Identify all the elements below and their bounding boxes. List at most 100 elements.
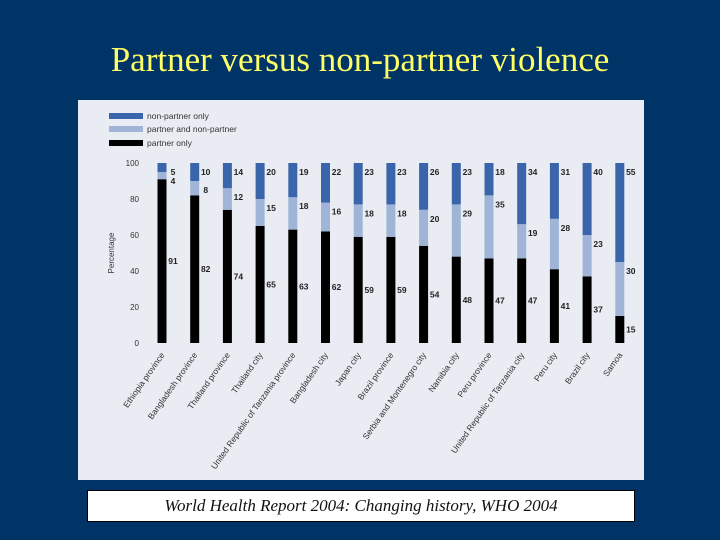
y-tick-label: 20 [130, 303, 139, 312]
bar-partner-only-thailand-city [255, 226, 265, 343]
bar-partner-and-non-partner-united-republic-of-tanzania-province [288, 197, 298, 230]
bar-partner-and-non-partner-namibia-city [451, 204, 461, 257]
value-label: 48 [463, 295, 473, 305]
y-tick-label: 0 [135, 339, 140, 348]
bar-non-partner-only-serbia-and-montenegro-city [419, 163, 429, 210]
value-label: 41 [561, 301, 571, 311]
bar-partner-and-non-partner-thailand-province [222, 188, 232, 210]
bar-non-partner-only-united-republic-of-tanzania-city [517, 163, 527, 225]
bar-partner-and-non-partner-brazil-city [582, 235, 592, 277]
bar-partner-only-thailand-province [222, 209, 232, 343]
y-tick-label: 40 [130, 267, 139, 276]
value-label: 62 [332, 282, 342, 292]
legend-label-partner-and-non-partner: partner and non-partner [147, 124, 237, 134]
category-label-peru-city: Peru city [532, 350, 560, 383]
bar-partner-and-non-partner-samoa [615, 262, 625, 316]
bar-partner-only-united-republic-of-tanzania-city [517, 258, 527, 343]
bar-partner-only-brazil-province [386, 236, 396, 343]
y-axis-label: Percentage [107, 232, 116, 273]
legend-label-non-partner-only: non-partner only [147, 111, 210, 121]
bar-partner-only-bangladesh-province [190, 195, 200, 343]
bar-partner-and-non-partner-bangladesh-city [321, 202, 330, 232]
category-label-namibia-city: Namibia city [426, 350, 461, 394]
value-label: 18 [495, 167, 505, 177]
category-label-samoa: Samoa [601, 350, 625, 378]
value-label: 28 [561, 223, 571, 233]
value-label: 12 [234, 192, 244, 202]
bar-non-partner-only-thailand-province [222, 163, 232, 189]
value-label: 31 [561, 167, 571, 177]
value-label: 16 [332, 207, 342, 217]
category-label-japan-city: Japan city [333, 350, 364, 388]
value-label: 23 [397, 167, 407, 177]
bar-non-partner-only-samoa [615, 163, 625, 262]
value-label: 23 [364, 167, 374, 177]
value-label: 14 [234, 167, 244, 177]
value-label: 37 [593, 305, 603, 315]
category-label-serbia-and-montenegro-city: Serbia and Montenegro city [360, 350, 428, 442]
value-label: 74 [234, 271, 244, 281]
category-label-united-republic-of-tanzania-city: United Republic of Tanzania city [449, 350, 527, 455]
value-label: 47 [528, 296, 538, 306]
source-caption: World Health Report 2004: Changing histo… [87, 490, 635, 522]
value-label: 10 [201, 167, 211, 177]
bar-non-partner-only-peru-province [484, 163, 494, 196]
bar-partner-only-serbia-and-montenegro-city [419, 245, 429, 343]
bar-partner-only-namibia-city [451, 256, 461, 343]
value-label: 15 [266, 203, 276, 213]
legend-swatch-non-partner-only [109, 113, 143, 119]
bar-non-partner-only-japan-city [353, 163, 363, 205]
value-label: 23 [593, 239, 603, 249]
value-label: 91 [168, 256, 178, 266]
slide-title: Partner versus non-partner violence [110, 40, 610, 79]
bar-non-partner-only-bangladesh-province [190, 163, 200, 181]
category-label-brazil-city: Brazil city [563, 350, 592, 386]
bar-partner-and-non-partner-peru-city [549, 218, 559, 270]
bar-partner-only-bangladesh-city [321, 231, 330, 343]
value-label: 47 [495, 296, 505, 306]
bar-partner-only-peru-province [484, 258, 494, 343]
bar-non-partner-only-ethiopia-province [157, 163, 167, 172]
chart-panel: non-partner only partner and non-partner p… [78, 100, 644, 480]
legend-label-partner-only: partner only [147, 138, 193, 148]
value-label: 18 [397, 208, 407, 218]
value-label: 30 [626, 266, 636, 276]
value-label: 63 [299, 281, 309, 291]
value-label: 54 [430, 289, 440, 299]
value-label: 34 [528, 167, 538, 177]
bar-non-partner-only-brazil-city [582, 163, 592, 235]
value-label: 35 [495, 199, 505, 209]
bar-non-partner-only-peru-city [549, 163, 559, 219]
bar-partner-and-non-partner-japan-city [353, 204, 363, 237]
bar-partner-and-non-partner-thailand-city [255, 199, 265, 226]
legend-swatch-partner-and-non-partner [109, 126, 143, 132]
bar-partner-and-non-partner-united-republic-of-tanzania-city [517, 224, 527, 259]
value-label: 18 [364, 208, 374, 218]
bar-non-partner-only-namibia-city [451, 163, 461, 205]
y-tick-label: 80 [130, 195, 139, 204]
bar-partner-and-non-partner-peru-province [484, 195, 494, 259]
bar-partner-only-ethiopia-province [157, 179, 167, 343]
value-label: 19 [299, 167, 309, 177]
stacked-bar-chart: non-partner only partner and non-partner p… [107, 111, 636, 471]
bar-partner-only-united-republic-of-tanzania-province [288, 229, 298, 343]
value-label: 8 [203, 185, 208, 195]
bar-partner-only-brazil-city [582, 276, 592, 343]
value-label: 55 [626, 167, 636, 177]
bar-non-partner-only-brazil-province [386, 163, 396, 205]
value-label: 26 [430, 167, 440, 177]
bar-partner-and-non-partner-brazil-province [386, 204, 396, 237]
bar-partner-only-peru-city [549, 269, 559, 343]
value-label: 18 [299, 201, 309, 211]
value-label: 5 [171, 167, 176, 177]
y-tick-label: 100 [126, 159, 140, 168]
value-label: 20 [430, 214, 440, 224]
bar-partner-and-non-partner-serbia-and-montenegro-city [419, 209, 429, 246]
value-label: 82 [201, 264, 211, 274]
value-label: 15 [626, 325, 636, 335]
value-label: 65 [266, 280, 276, 290]
bar-partner-and-non-partner-bangladesh-province [190, 181, 200, 196]
value-label: 59 [397, 285, 407, 295]
bar-partner-and-non-partner-ethiopia-province [157, 172, 167, 180]
legend-swatch-partner-only [109, 140, 143, 146]
